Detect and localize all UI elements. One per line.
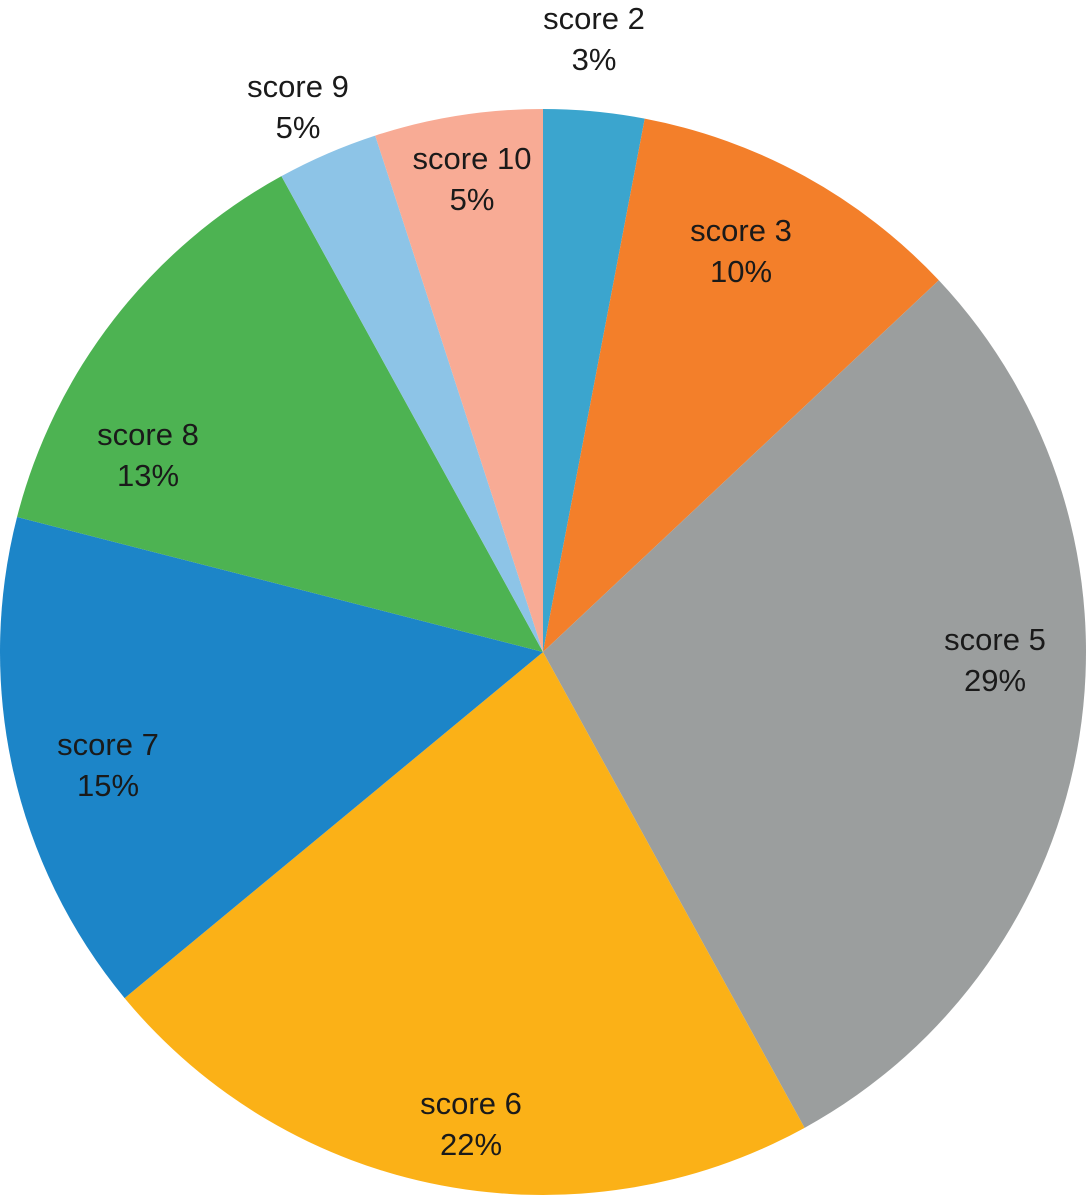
slice-label-score-10: score 10 bbox=[413, 141, 532, 176]
slice-pct-score-10: 5% bbox=[450, 182, 495, 217]
pie-slice-score-10 bbox=[375, 109, 543, 652]
slice-pct-score-8: 13% bbox=[117, 458, 179, 493]
slice-label-score-6: score 6 bbox=[420, 1086, 522, 1121]
slice-label-score-7: score 7 bbox=[57, 727, 159, 762]
pie-slice-score-9 bbox=[281, 135, 543, 652]
slice-pct-score-6: 22% bbox=[440, 1127, 502, 1162]
slice-pct-score-3: 10% bbox=[710, 254, 772, 289]
pie-slice-score-6 bbox=[124, 652, 805, 1195]
slice-label-score-9: score 9 bbox=[247, 69, 349, 104]
pie-slice-score-2 bbox=[543, 109, 645, 652]
slice-label-score-8: score 8 bbox=[97, 417, 199, 452]
slice-pct-score-7: 15% bbox=[77, 768, 139, 803]
slice-pct-score-5: 29% bbox=[964, 663, 1026, 698]
pie-slice-score-7 bbox=[0, 516, 544, 999]
slice-label-score-3: score 3 bbox=[690, 213, 792, 248]
pie-slice-score-3 bbox=[543, 118, 939, 653]
pie-labels: score 2 3% score 3 10% score 5 29% score 6 22% s… bbox=[57, 1, 1046, 1162]
slice-pct-score-9: 5% bbox=[276, 110, 321, 145]
slice-pct-score-2: 3% bbox=[572, 42, 617, 77]
slice-label-score-5: score 5 bbox=[944, 622, 1046, 657]
pie-slice-score-5 bbox=[543, 280, 1086, 1128]
slice-label-score-2: score 2 bbox=[543, 1, 645, 36]
pie-slice-score-8 bbox=[17, 176, 544, 653]
pie-slices bbox=[0, 109, 1086, 1195]
